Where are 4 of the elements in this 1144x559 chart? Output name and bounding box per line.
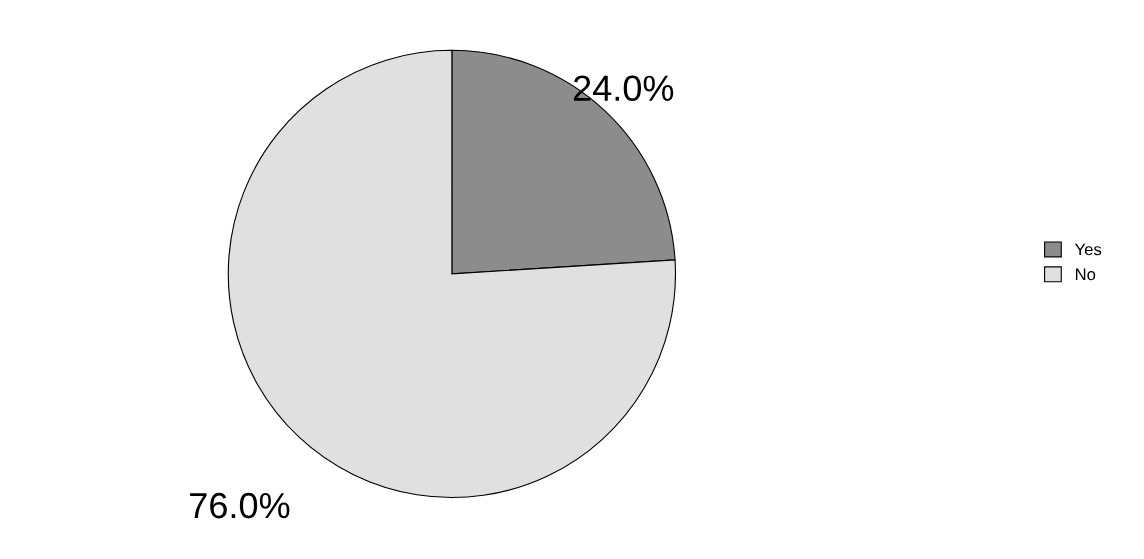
data-label: 24.0%: [573, 75, 674, 102]
legend-label: Yes: [1074, 243, 1102, 256]
legend-label: No: [1075, 268, 1096, 281]
data-label: 76.0%: [190, 492, 290, 519]
